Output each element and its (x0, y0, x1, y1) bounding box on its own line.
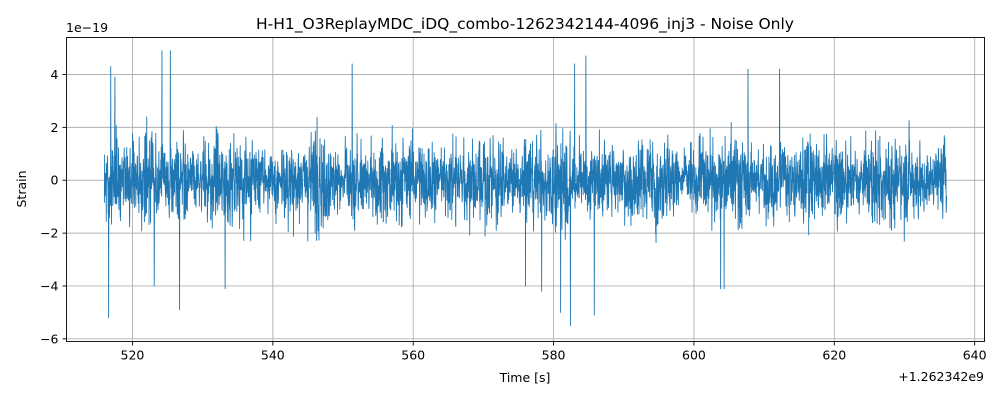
y-tick-label: 2 (51, 120, 59, 135)
y-tick-label: −6 (40, 331, 58, 346)
x-tick-label: 620 (822, 348, 846, 363)
x-tick-label: 520 (121, 348, 145, 363)
y-scale-label: 1e−19 (66, 20, 108, 35)
x-tick-label: 560 (401, 348, 425, 363)
y-tick-label: −4 (40, 278, 58, 293)
y-tick-label: 0 (51, 173, 59, 188)
x-offset-label: +1.262342e9 (898, 369, 984, 384)
x-tick-label: 600 (682, 348, 706, 363)
strain-series-line (103, 50, 948, 327)
ticks: 520 540 560 580 600 620 640 −6 −4 −2 0 2 4 (40, 67, 987, 362)
x-tick-label: 540 (261, 348, 285, 363)
x-axis-label: Time [s] (499, 370, 551, 385)
x-tick-label: 580 (542, 348, 566, 363)
y-axis-label: Strain (14, 170, 29, 207)
y-tick-label: 4 (51, 67, 59, 82)
y-tick-label: −2 (40, 226, 58, 241)
plot-area (103, 50, 948, 327)
chart-title: H-H1_O3ReplayMDC_iDQ_combo-1262342144-40… (256, 15, 794, 34)
x-tick-label: 640 (963, 348, 987, 363)
axes-frame (66, 37, 985, 342)
